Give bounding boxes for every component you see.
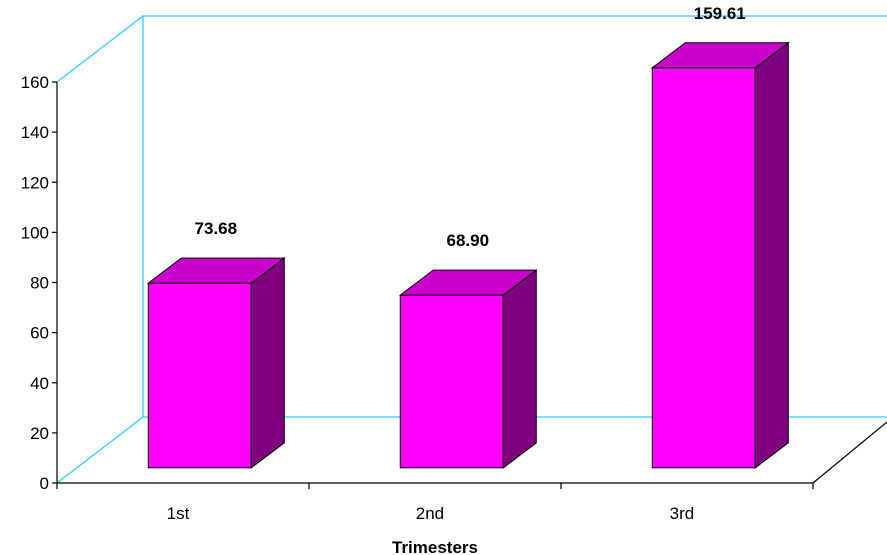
bar-front-face bbox=[651, 67, 756, 469]
x-tick-label: 1st bbox=[167, 504, 190, 523]
y-axis-tick-labels: 0 20 40 60 80 100 120 140 160 bbox=[21, 73, 49, 493]
y-tick-label: 20 bbox=[30, 424, 49, 443]
bar-side-face bbox=[250, 257, 285, 469]
bar-top-face bbox=[398, 269, 538, 296]
floor-left-edge bbox=[56, 416, 144, 484]
bar-front-face bbox=[399, 294, 504, 469]
chart-axes bbox=[52, 81, 887, 489]
y-tick-label: 120 bbox=[21, 173, 49, 192]
y-tick-label: 140 bbox=[21, 123, 49, 142]
bar-top-face bbox=[146, 257, 286, 284]
data-labels: 73.68 68.90 159.61 bbox=[195, 4, 746, 250]
bar-data-label: 73.68 bbox=[195, 219, 238, 238]
x-tick-label: 3rd bbox=[670, 504, 695, 523]
bar bbox=[650, 41, 790, 469]
bar bbox=[146, 257, 286, 469]
bar-side-face bbox=[502, 269, 537, 469]
x-axis-title: Trimesters bbox=[392, 538, 478, 555]
y-tick-label: 100 bbox=[21, 223, 49, 242]
bar-side-face bbox=[754, 41, 789, 469]
y-tick-label: 60 bbox=[30, 324, 49, 343]
bars bbox=[146, 41, 790, 469]
bar bbox=[398, 269, 538, 469]
bar-front-face bbox=[147, 282, 252, 469]
y-tick-label: 40 bbox=[30, 374, 49, 393]
bar-top-face bbox=[650, 42, 790, 69]
x-axis-tick-labels: 1st 2nd 3rd bbox=[167, 504, 695, 523]
y-tick-label: 80 bbox=[30, 274, 49, 293]
y-tick-label: 160 bbox=[21, 73, 49, 92]
x-tick-label: 2nd bbox=[416, 504, 444, 523]
bar-data-label: 68.90 bbox=[447, 231, 490, 250]
bar-data-label: 159.61 bbox=[694, 4, 746, 23]
floor-right-edge bbox=[812, 421, 887, 484]
y-tick-label: 0 bbox=[40, 474, 49, 493]
